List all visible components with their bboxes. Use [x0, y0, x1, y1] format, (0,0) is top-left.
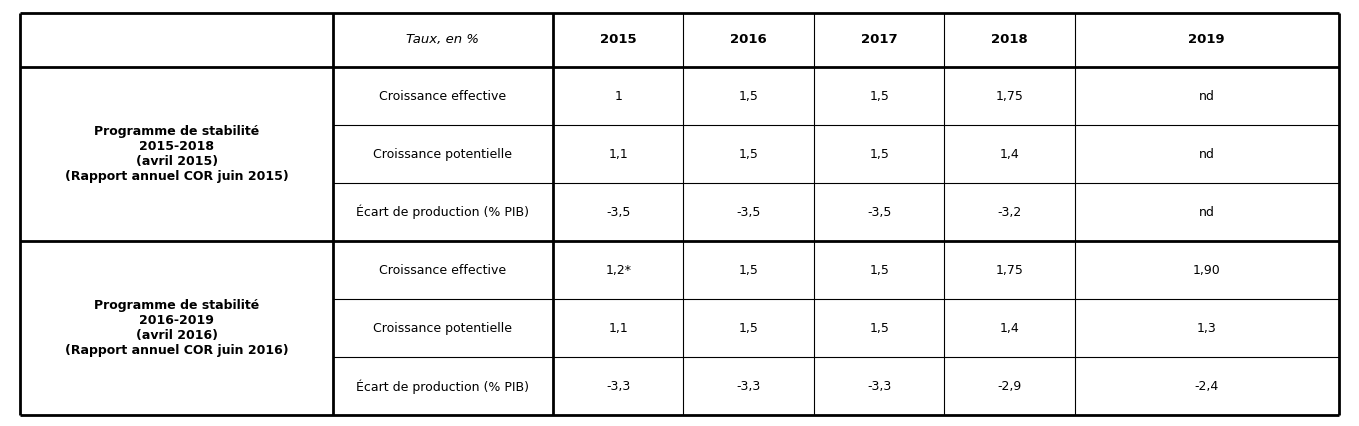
Text: 2016: 2016 — [730, 34, 766, 46]
Text: Croissance potentielle: Croissance potentielle — [374, 148, 512, 161]
Text: 1,1: 1,1 — [609, 322, 628, 335]
Text: 1,4: 1,4 — [1000, 148, 1019, 161]
Text: 1,75: 1,75 — [996, 264, 1023, 277]
Text: Écart de production (% PIB): Écart de production (% PIB) — [356, 379, 530, 394]
Text: -3,5: -3,5 — [867, 206, 892, 219]
Text: nd: nd — [1199, 148, 1215, 161]
Text: -3,5: -3,5 — [606, 206, 631, 219]
Text: -3,3: -3,3 — [867, 380, 892, 393]
Text: 1,4: 1,4 — [1000, 322, 1019, 335]
Text: Croissance effective: Croissance effective — [379, 264, 507, 277]
Text: Croissance effective: Croissance effective — [379, 89, 507, 103]
Text: -3,5: -3,5 — [737, 206, 761, 219]
Text: 2019: 2019 — [1189, 34, 1224, 46]
Text: -3,3: -3,3 — [737, 380, 761, 393]
Text: -2,4: -2,4 — [1195, 380, 1219, 393]
Text: 1,5: 1,5 — [739, 264, 758, 277]
Text: 1: 1 — [614, 89, 622, 103]
Text: 1,5: 1,5 — [739, 322, 758, 335]
Text: 1,75: 1,75 — [996, 89, 1023, 103]
Text: 1,5: 1,5 — [739, 148, 758, 161]
Text: 1,5: 1,5 — [870, 89, 889, 103]
Text: 2015: 2015 — [599, 34, 636, 46]
Text: 1,2*: 1,2* — [605, 264, 631, 277]
Text: Programme de stabilité
2016-2019
(avril 2016)
(Rapport annuel COR juin 2016): Programme de stabilité 2016-2019 (avril … — [65, 299, 288, 357]
Text: Écart de production (% PIB): Écart de production (% PIB) — [356, 205, 530, 219]
Text: -2,9: -2,9 — [998, 380, 1022, 393]
Text: 1,90: 1,90 — [1193, 264, 1220, 277]
Text: 1,5: 1,5 — [870, 264, 889, 277]
Text: Programme de stabilité
2015-2018
(avril 2015)
(Rapport annuel COR juin 2015): Programme de stabilité 2015-2018 (avril … — [65, 125, 288, 183]
Text: 2018: 2018 — [991, 34, 1029, 46]
Text: -3,2: -3,2 — [998, 206, 1022, 219]
Text: 1,1: 1,1 — [609, 148, 628, 161]
Text: 1,5: 1,5 — [870, 322, 889, 335]
Text: 2017: 2017 — [860, 34, 897, 46]
Text: 1,3: 1,3 — [1197, 322, 1216, 335]
Text: nd: nd — [1199, 206, 1215, 219]
Text: Taux, en %: Taux, en % — [406, 34, 480, 46]
Text: Croissance potentielle: Croissance potentielle — [374, 322, 512, 335]
Text: 1,5: 1,5 — [739, 89, 758, 103]
Text: -3,3: -3,3 — [606, 380, 631, 393]
Text: 1,5: 1,5 — [870, 148, 889, 161]
Text: nd: nd — [1199, 89, 1215, 103]
